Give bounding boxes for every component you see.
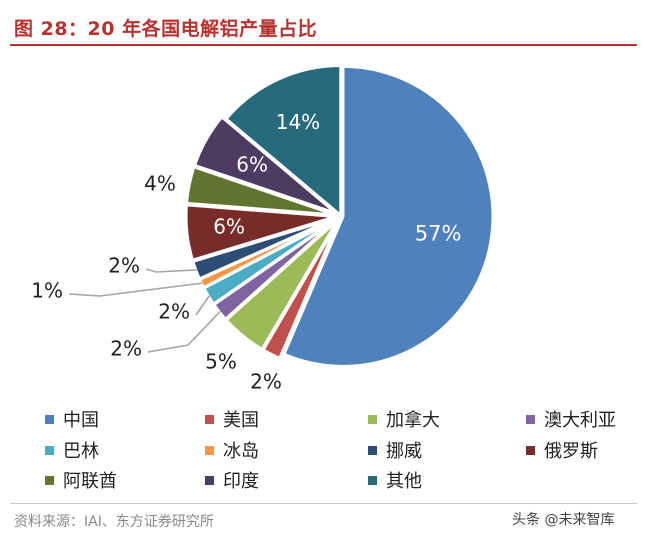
legend-swatch [526, 445, 535, 455]
legend-label: 巴林 [63, 441, 99, 462]
data-label-russia: 6% [213, 215, 245, 239]
legend-label: 美国 [223, 410, 259, 431]
data-label-norway: 2% [108, 254, 140, 278]
pie-slice-uae [184, 164, 337, 217]
legend-label: 印度 [223, 471, 259, 492]
legend-swatch [205, 414, 214, 424]
legend-swatch [368, 445, 377, 455]
watermark: 头条 @未来智库 [512, 512, 615, 528]
legend-swatch [205, 475, 214, 485]
legend-label: 澳大利亚 [544, 410, 616, 431]
data-label-canada: 5% [205, 350, 237, 374]
leader-line-norway [145, 268, 197, 273]
legend-label: 挪威 [386, 441, 422, 462]
legend-label: 中国 [63, 410, 99, 431]
legend-item-russia: 俄罗斯 [526, 437, 598, 463]
data-label-other: 14% [276, 110, 320, 134]
legend-swatch [45, 475, 54, 485]
legend-label: 俄罗斯 [544, 441, 598, 462]
source-note: 资料来源：IAI、东方证券研究所 [14, 514, 214, 530]
legend-item-norway: 挪威 [368, 437, 422, 463]
legend-swatch [526, 414, 535, 424]
pie-chart: 57% 2% 5% 2% 2% 1% 2% 6% 4% 6% 14% [31, 64, 495, 394]
data-label-australia: 2% [110, 337, 142, 361]
legend-item-uae: 阿联酋 [45, 467, 117, 493]
legend-item-australia: 澳大利亚 [526, 406, 616, 432]
legend-swatch [205, 445, 214, 455]
leader-line-australia [147, 310, 221, 353]
legend-swatch [368, 475, 377, 485]
legend-swatch [45, 445, 54, 455]
legend-swatch [45, 414, 54, 424]
legend-item-china: 中国 [45, 406, 99, 432]
legend-item-iceland: 冰岛 [205, 437, 259, 463]
pie-slice-russia [184, 203, 337, 263]
pie-slice-india [192, 114, 338, 215]
data-label-usa: 2% [250, 370, 282, 394]
legend-label: 冰岛 [223, 441, 259, 462]
data-label-china: 57% [415, 222, 462, 246]
legend-label: 阿联酋 [63, 471, 117, 492]
legend-item-usa: 美国 [205, 406, 259, 432]
pie-slice-other [223, 64, 343, 219]
pie-slice-china [281, 64, 495, 368]
data-label-bahrain: 2% [158, 300, 190, 324]
leader-line-iceland [68, 282, 203, 297]
data-label-iceland: 1% [31, 279, 63, 303]
legend-item-india: 印度 [205, 467, 259, 493]
data-label-uae: 4% [144, 172, 176, 196]
title-divider [10, 44, 637, 46]
legend-item-bahrain: 巴林 [45, 437, 99, 463]
leader-line-bahrain [195, 295, 210, 316]
footer-divider [10, 503, 637, 504]
legend-label: 加拿大 [386, 410, 440, 431]
data-label-india: 6% [236, 152, 268, 176]
chart-title: 图 28：20 年各国电解铝产量占比 [14, 18, 318, 40]
legend-item-canada: 加拿大 [368, 406, 440, 432]
legend-swatch [368, 414, 377, 424]
legend-item-other: 其他 [368, 467, 422, 493]
legend-label: 其他 [386, 471, 422, 492]
